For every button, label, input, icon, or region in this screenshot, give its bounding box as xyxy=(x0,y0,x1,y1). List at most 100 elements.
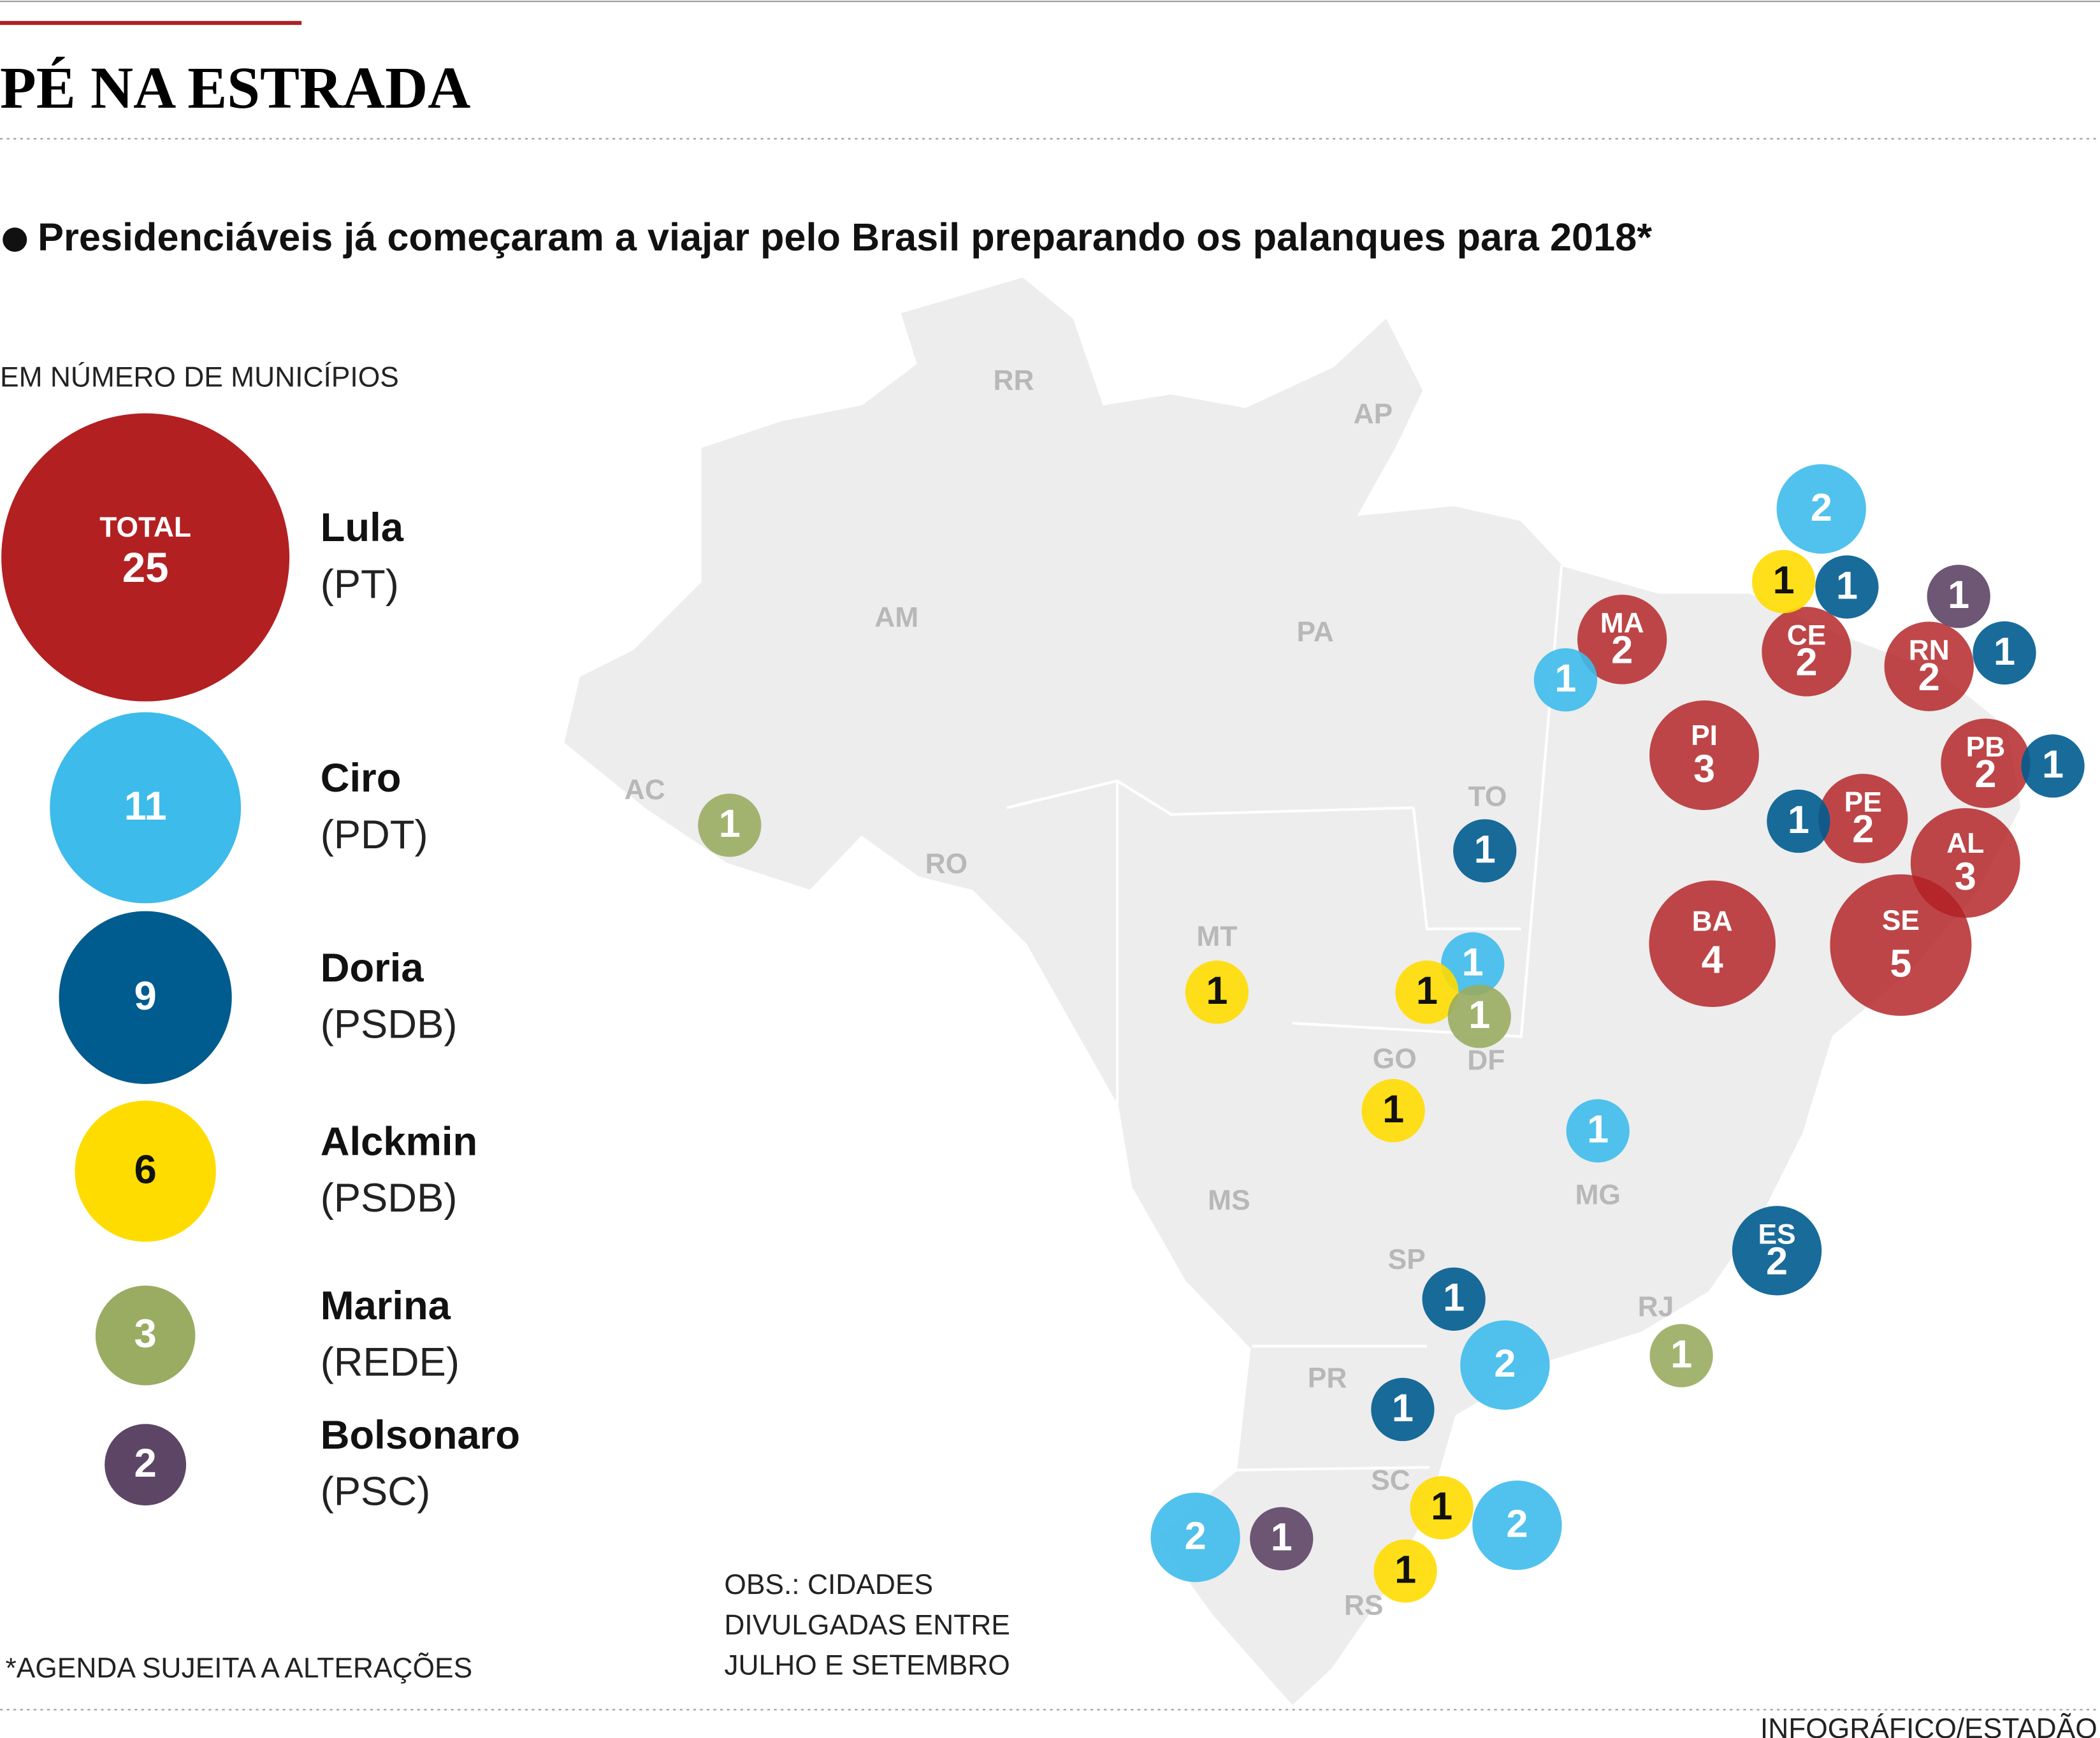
legend-party: (PSC) xyxy=(321,1470,430,1514)
state-label: PA xyxy=(1296,617,1333,648)
title: PÉ NA ESTRADA xyxy=(0,55,470,121)
bubble-state: BA xyxy=(1692,906,1733,938)
legend-bubble xyxy=(50,712,242,904)
legend-total: 11 xyxy=(124,784,167,829)
bubble-count: 1 xyxy=(1392,1386,1414,1430)
visit-bubble xyxy=(1776,464,1866,554)
visit-bubble xyxy=(1185,960,1249,1024)
state-label: DF xyxy=(1467,1045,1505,1076)
bubble-count: 2 xyxy=(1796,641,1818,684)
visit-bubble xyxy=(1361,1079,1425,1143)
bubble-count: 1 xyxy=(1462,941,1484,984)
legend-bubble xyxy=(1,413,290,702)
bubble-count: 1 xyxy=(1587,1108,1609,1151)
bubble-count: 2 xyxy=(1852,807,1874,851)
bubble-state: MA xyxy=(1600,608,1644,639)
bubble-count: 1 xyxy=(1788,798,1809,841)
bubble-count: 2 xyxy=(1185,1514,1206,1557)
legend-bubble xyxy=(105,1424,187,1506)
state-label: PR xyxy=(1308,1363,1347,1394)
visit-bubble xyxy=(1422,1267,1486,1331)
visit-bubble xyxy=(1441,932,1505,996)
legend-party: (PSDB) xyxy=(321,1003,458,1047)
state-label: GO xyxy=(1373,1043,1417,1075)
visit-bubble xyxy=(698,793,762,857)
bubble-state: AL xyxy=(1946,828,1984,859)
visit-bubble xyxy=(1566,1099,1630,1162)
bubble-count: 2 xyxy=(1811,486,1832,529)
visit-bubble xyxy=(1371,1377,1435,1442)
visit-bubble xyxy=(1818,774,1908,864)
note-line: OBS.: CIDADES xyxy=(724,1569,933,1600)
visit-bubble xyxy=(1927,565,1990,628)
credit: INFOGRÁFICO/ESTADÃO xyxy=(1760,1713,2097,1738)
legend-name: Bolsonaro xyxy=(321,1413,520,1458)
visit-bubble xyxy=(1472,1480,1562,1570)
legend-total: 2 xyxy=(134,1441,156,1486)
bubble-count: 1 xyxy=(1431,1484,1452,1528)
bubble-state: SE xyxy=(1882,905,1920,936)
visit-bubble xyxy=(1460,1320,1550,1410)
legend-caption: EM NÚMERO DE MUNICÍPIOS xyxy=(0,361,399,393)
visit-bubble xyxy=(1649,700,1759,810)
bubble-count: 1 xyxy=(1994,630,2015,673)
legend-bubble xyxy=(59,911,232,1084)
visit-bubble xyxy=(1941,718,2031,808)
bubble-count: 1 xyxy=(1474,827,1496,871)
visit-bubble xyxy=(1649,880,1776,1007)
state-label: SP xyxy=(1388,1244,1426,1275)
legend-name: Marina xyxy=(321,1284,451,1328)
visit-bubble xyxy=(1884,621,1974,711)
state-label: AC xyxy=(625,774,665,806)
bubble-count: 1 xyxy=(1394,1547,1416,1591)
bubble-count: 2 xyxy=(1506,1502,1528,1545)
legend-party: (PDT) xyxy=(321,813,428,857)
state-label: RS xyxy=(1344,1590,1384,1621)
state-label: TO xyxy=(1468,781,1507,812)
legend-total: 9 xyxy=(134,974,156,1018)
bubble-count: 1 xyxy=(1773,558,1795,602)
visit-bubble xyxy=(1815,555,1879,619)
legend-total: 6 xyxy=(134,1148,156,1192)
visit-bubble xyxy=(1752,549,1816,614)
legend-name: Lula xyxy=(321,505,404,550)
legend-name: Ciro xyxy=(321,756,402,800)
bubble-count: 1 xyxy=(1443,1276,1465,1319)
state-label: MT xyxy=(1196,921,1237,952)
visit-bubble xyxy=(1410,1476,1474,1540)
state-label: AM xyxy=(874,602,918,633)
visit-bubble xyxy=(1577,595,1667,684)
bubble-count: 1 xyxy=(1670,1332,1692,1375)
note-line: DIVULGADAS ENTRE xyxy=(724,1609,1010,1640)
bubble-count: 1 xyxy=(1271,1516,1293,1559)
bubble-count: 1 xyxy=(1554,656,1576,700)
state-label: AP xyxy=(1354,398,1393,430)
legend-party: (PSDB) xyxy=(321,1176,458,1220)
visit-bubble xyxy=(1649,1324,1713,1387)
legend-bubble xyxy=(75,1100,216,1242)
bubble-count: 1 xyxy=(1948,573,1969,616)
visit-bubble xyxy=(1150,1493,1240,1582)
bubble-count: 2 xyxy=(1918,655,1940,699)
state-label: MS xyxy=(1208,1185,1250,1216)
bubble-count: 1 xyxy=(1382,1087,1404,1131)
note-line: JULHO E SETEMBRO xyxy=(724,1650,1010,1681)
visit-bubble xyxy=(1447,985,1511,1048)
legend-party: (REDE) xyxy=(321,1340,460,1385)
visit-bubble xyxy=(1830,874,1972,1016)
legend-party: (PT) xyxy=(321,562,399,607)
subtitle: Presidenciáveis já começaram a viajar pe… xyxy=(38,215,1652,259)
bubble-count: 1 xyxy=(1206,969,1227,1012)
bubble-count: 1 xyxy=(1468,993,1490,1036)
state-labels: RR AP AM PA AC RO MT TO GO DF MS MG SP RJ PR SC RS xyxy=(625,365,1674,1621)
state-borders xyxy=(1006,565,1563,1472)
bubble-count: 3 xyxy=(1955,855,1976,898)
bubble-state: RN xyxy=(1909,635,1950,666)
visit-bubble xyxy=(1250,1507,1314,1570)
footnote: *AGENDA SUJEITA A ALTERAÇÕES xyxy=(5,1652,472,1684)
visit-bubble xyxy=(1767,789,1830,853)
